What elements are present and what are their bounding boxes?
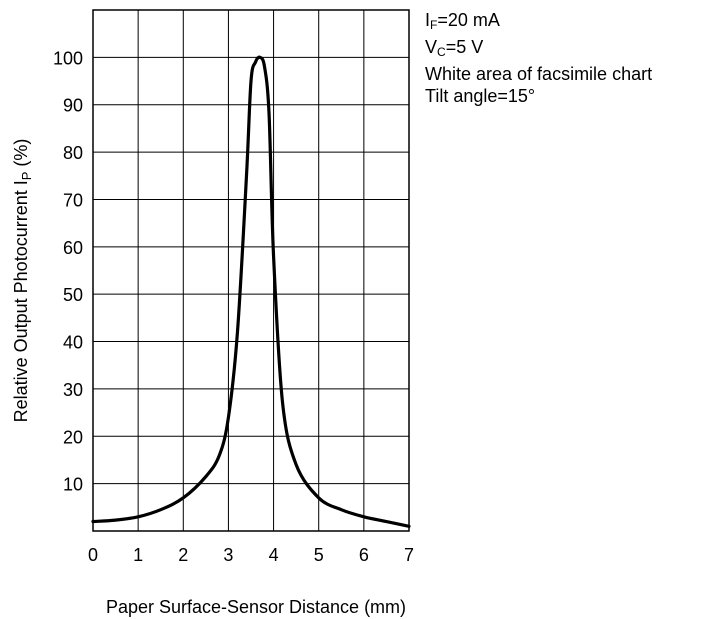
y-tick-label: 20 (63, 427, 83, 447)
y-tick-label: 70 (63, 190, 83, 210)
y-tick-label: 80 (63, 143, 83, 163)
condition-target: White area of facsimile chart (425, 64, 653, 84)
plot-frame (92, 9, 410, 532)
x-tick-label: 5 (314, 545, 324, 565)
condition-forward-current: IF=20 mA (425, 10, 500, 32)
x-axis-label: Paper Surface-Sensor Distance (mm) (106, 597, 406, 617)
x-tick-label: 3 (223, 545, 233, 565)
condition-tilt-angle: Tilt angle=15° (425, 86, 536, 106)
y-axis-label: Relative Output Photocurrent IP (%) (11, 139, 34, 423)
x-tick-labels: 0 1 2 3 4 5 6 7 (88, 545, 414, 565)
y-axis-label-sub: P (19, 172, 34, 181)
x-tick-label: 7 (404, 545, 414, 565)
y-tick-label: 50 (63, 285, 83, 305)
condition-collector-voltage: VC=5 V (425, 37, 484, 59)
x-tick-label: 4 (269, 545, 279, 565)
y-axis-label-unit: (%) (11, 139, 31, 172)
y-tick-label: 30 (63, 380, 83, 400)
y-tick-label: 10 (63, 475, 83, 495)
x-tick-label: 1 (133, 545, 143, 565)
y-tick-label: 90 (63, 96, 83, 116)
x-tick-label: 6 (359, 545, 369, 565)
x-tick-label: 0 (88, 545, 98, 565)
test-conditions: IF=20 mA VC=5 V White area of facsimile … (425, 9, 652, 107)
series-line (91, 55, 411, 528)
y-tick-label: 60 (63, 238, 83, 258)
y-tick-label: 40 (63, 333, 83, 353)
grid-lines (93, 10, 409, 531)
y-tick-labels: 10 20 30 40 50 60 70 80 90 100 (53, 48, 83, 494)
x-tick-label: 2 (178, 545, 188, 565)
y-axis-label-main: Relative Output Photocurrent I (11, 180, 31, 422)
y-tick-label: 100 (53, 48, 83, 68)
